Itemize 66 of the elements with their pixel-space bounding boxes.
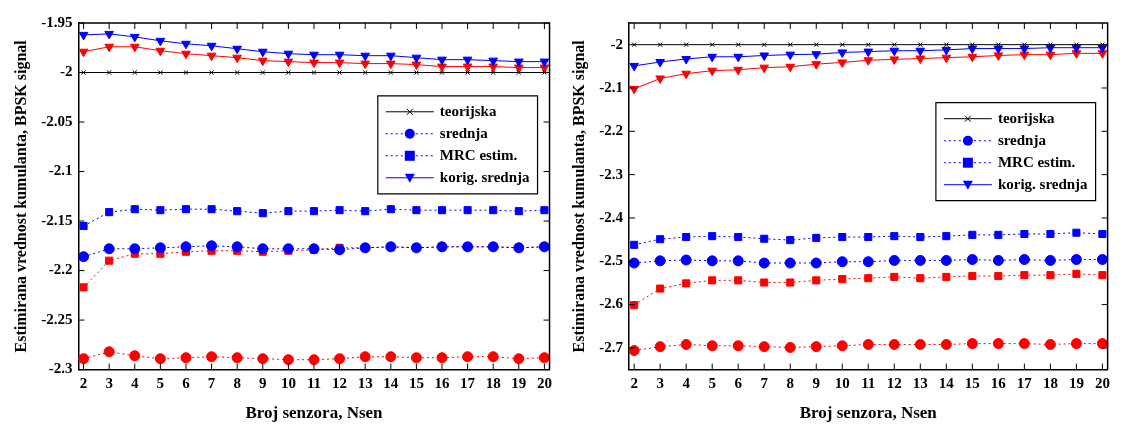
x-tick-label: 8	[786, 375, 794, 392]
x-tick-label: 9	[812, 375, 820, 392]
x-tick-label: 11	[861, 375, 876, 392]
legend-label: MRC estim.	[439, 146, 518, 163]
x-tick-label: 6	[734, 375, 743, 392]
x-tick-label: 4	[682, 375, 691, 392]
x-tick-label: 14	[383, 375, 399, 392]
legend-label: teorijska	[439, 102, 497, 119]
legend-label: srednja	[439, 124, 489, 141]
x-tick-label: 15	[964, 375, 980, 392]
x-tick-label: 16	[434, 375, 450, 392]
legend-label: korig. srednja	[997, 175, 1089, 192]
y-tick-label: -2.4	[599, 208, 624, 225]
x-tick-label: 5	[708, 375, 716, 392]
y-tick-label: -1.95	[41, 13, 73, 30]
x-tick-label: 5	[156, 375, 165, 392]
x-tick-label: 13	[912, 375, 928, 392]
x-tick-label: 18	[1042, 375, 1058, 392]
y-tick-label: -2	[610, 35, 623, 52]
y-tick-label: -2.05	[41, 112, 73, 129]
x-axis-title: Broj senzora, Nsen	[245, 403, 384, 423]
x-axis-title: Broj senzora, Nsen	[799, 403, 938, 423]
x-tick-label: 3	[656, 375, 664, 392]
x-tick-label: 19	[1068, 375, 1084, 392]
y-tick-label: -2.1	[48, 162, 73, 179]
x-tick-label: 17	[460, 375, 476, 392]
y-tick-label: -2.5	[599, 252, 623, 269]
y-tick-label: -2.2	[48, 261, 73, 278]
x-tick-label: 14	[938, 375, 955, 392]
legend-label: srednja	[997, 131, 1047, 148]
y-tick-label: -2.7	[599, 338, 624, 355]
x-tick-label: 11	[306, 375, 322, 392]
x-tick-label: 12	[886, 375, 902, 392]
x-tick-label: 20	[536, 375, 552, 392]
x-tick-label: 17	[1016, 375, 1033, 392]
x-tick-label: 9	[259, 375, 267, 392]
y-axis-title: Estimirana vrednost kumulanta, BPSK signal	[569, 39, 588, 353]
x-tick-label: 10	[280, 375, 296, 392]
x-tick-label: 16	[990, 375, 1007, 392]
x-tick-label: 10	[834, 375, 850, 392]
legend-label: teorijska	[997, 109, 1056, 126]
x-tick-label: 3	[105, 375, 113, 392]
y-tick-label: -2.1	[599, 78, 623, 95]
y-tick-label: -2.3	[599, 165, 623, 182]
x-tick-label: 13	[357, 375, 373, 392]
y-tick-label: -2.25	[41, 310, 73, 327]
x-tick-label: 2	[630, 375, 638, 392]
y-tick-label: -2.15	[41, 211, 73, 228]
x-tick-label: 18	[485, 375, 501, 392]
x-tick-label: 6	[182, 375, 191, 392]
x-tick-label: 12	[332, 375, 348, 392]
x-tick-label: 15	[408, 375, 424, 392]
x-tick-label: 7	[760, 375, 769, 392]
x-tick-label: 4	[131, 375, 140, 392]
legend-label: korig. srednja	[439, 168, 531, 185]
y-axis-title: Estimirana vrednost kumulanta, BPSK signal	[11, 39, 30, 353]
x-tick-label: 20	[1094, 375, 1110, 392]
x-tick-label: 19	[511, 375, 527, 392]
y-tick-label: -2.6	[599, 295, 624, 312]
y-tick-label: -2.3	[48, 360, 73, 377]
x-tick-label: 2	[79, 375, 88, 392]
x-tick-label: 8	[233, 375, 241, 392]
legend-label: MRC estim.	[997, 153, 1076, 170]
y-tick-label: -2.2	[599, 122, 623, 139]
x-tick-label: 7	[207, 375, 216, 392]
y-tick-label: -2	[59, 63, 73, 80]
